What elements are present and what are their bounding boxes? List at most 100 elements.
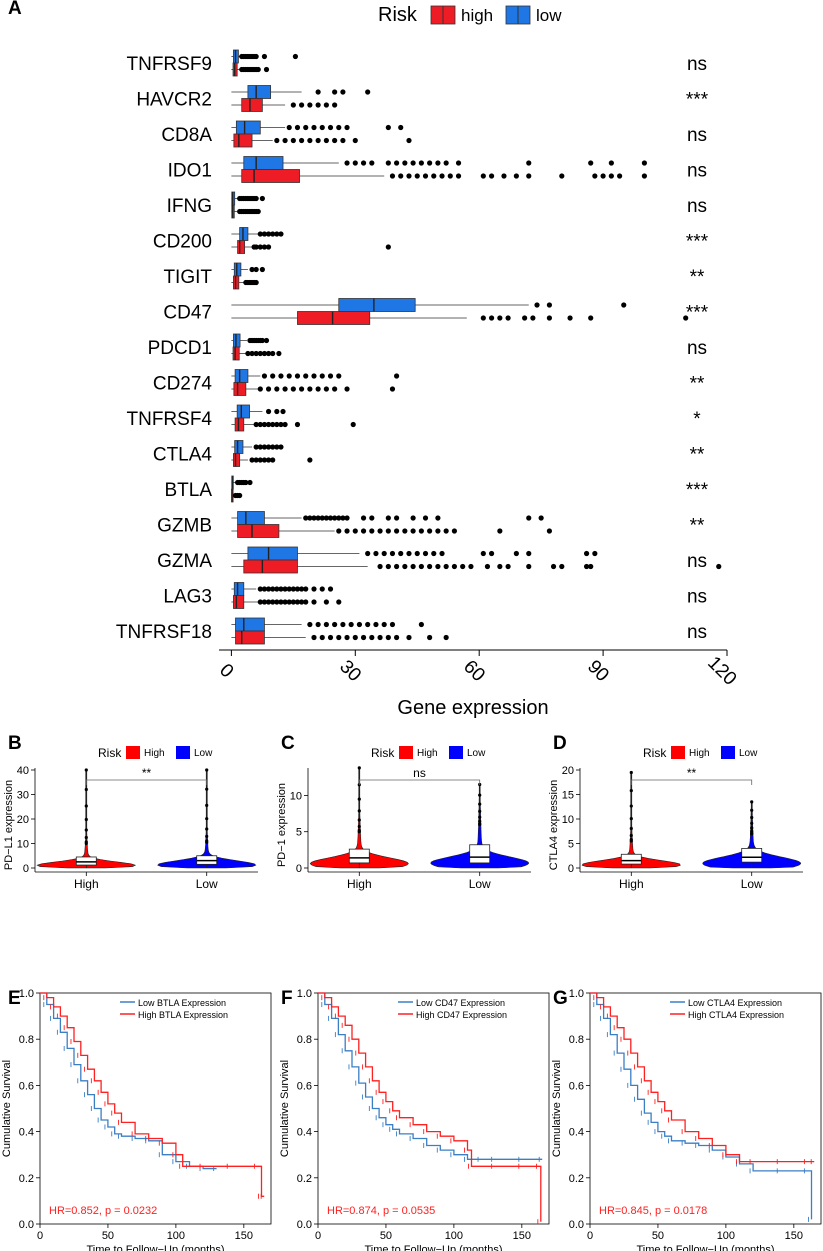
outlier-point bbox=[294, 373, 301, 379]
y-tick-label: 0.2 bbox=[297, 1173, 312, 1185]
box bbox=[235, 617, 265, 632]
x-tick-label: 0 bbox=[37, 1230, 43, 1242]
outlier-point bbox=[294, 124, 301, 131]
outlier-point bbox=[389, 550, 396, 557]
outlier-point bbox=[530, 315, 536, 321]
outlier-point bbox=[282, 421, 288, 428]
box bbox=[233, 262, 242, 277]
outlier-point bbox=[583, 550, 590, 557]
y-tick-label: 30 bbox=[17, 790, 29, 802]
outlier-point bbox=[513, 173, 519, 179]
x-tick-label: 150 bbox=[513, 1230, 531, 1242]
significance-label: ns bbox=[687, 54, 707, 75]
outlier-point bbox=[365, 550, 371, 557]
y-axis-title: Cumulative Survival bbox=[551, 1060, 563, 1157]
violin-outlier bbox=[357, 797, 361, 801]
x-tick-label: Low bbox=[469, 877, 491, 891]
outlier-point bbox=[344, 124, 350, 131]
violin-box bbox=[741, 848, 763, 863]
outlier-point bbox=[323, 386, 329, 392]
y-tick-label: 0.4 bbox=[19, 1127, 34, 1139]
violin-outlier bbox=[357, 818, 361, 822]
outlier-point bbox=[435, 160, 441, 166]
significance-bracket bbox=[85, 779, 208, 785]
outlier-point bbox=[373, 550, 379, 557]
outlier-point bbox=[340, 515, 346, 521]
outlier-point bbox=[617, 173, 623, 179]
legend-label-low: Low bbox=[739, 748, 758, 759]
x-tick-label: Low bbox=[196, 877, 218, 891]
outlier-point bbox=[398, 550, 404, 557]
violin-outlier bbox=[205, 803, 209, 808]
legend-label-low: Low BTLA Expression bbox=[138, 998, 226, 1008]
outlier-point bbox=[263, 66, 270, 73]
box-low bbox=[231, 262, 265, 277]
outlier-point bbox=[497, 315, 503, 321]
outlier-point bbox=[315, 137, 321, 144]
km-series-high bbox=[590, 992, 815, 1165]
legend-swatch-high bbox=[126, 746, 140, 759]
violin-outlier bbox=[205, 827, 209, 831]
outlier-point bbox=[488, 315, 495, 321]
outlier-point bbox=[352, 160, 358, 166]
significance-label: ns bbox=[687, 196, 707, 217]
outlier-point bbox=[550, 563, 557, 570]
gene-label: CD274 bbox=[153, 374, 213, 395]
outlier-point bbox=[546, 302, 553, 308]
legend-title: Risk bbox=[643, 746, 667, 760]
gene-label: CD200 bbox=[153, 232, 212, 253]
box bbox=[247, 546, 298, 561]
outlier-point bbox=[344, 160, 350, 166]
gene-label: CD8A bbox=[161, 125, 212, 146]
outlier-point bbox=[265, 444, 272, 450]
box-low bbox=[231, 85, 371, 99]
outlier-point bbox=[265, 457, 272, 463]
outlier-point bbox=[270, 421, 276, 428]
outlier-point bbox=[332, 386, 338, 392]
outlier-point bbox=[435, 528, 441, 534]
box-low bbox=[231, 511, 544, 525]
outlier-point bbox=[286, 373, 292, 379]
box bbox=[338, 298, 416, 312]
outlier-point bbox=[294, 599, 301, 605]
outlier-point bbox=[406, 550, 412, 557]
outlier-point bbox=[497, 528, 503, 534]
violin-outlier bbox=[357, 766, 361, 770]
y-tick-label: 0.4 bbox=[569, 1127, 584, 1139]
y-tick-label: 5 bbox=[296, 827, 302, 839]
box-low bbox=[231, 156, 647, 170]
outlier-point bbox=[393, 373, 400, 379]
x-tick-label: High bbox=[347, 877, 372, 891]
outlier-point bbox=[315, 102, 321, 108]
outlier-point bbox=[303, 124, 309, 131]
outlier-point bbox=[257, 421, 263, 428]
violin-outlier bbox=[478, 809, 482, 814]
outlier-point bbox=[360, 528, 367, 534]
outlier-point bbox=[323, 621, 329, 628]
outlier-point bbox=[270, 444, 276, 450]
outlier-point bbox=[259, 337, 265, 344]
outlier-point bbox=[336, 124, 342, 131]
outlier-point bbox=[583, 563, 590, 570]
outlier-point bbox=[422, 550, 429, 557]
outlier-point bbox=[393, 515, 400, 521]
x-tick-label: 150 bbox=[235, 1230, 253, 1242]
y-tick-label: 40 bbox=[17, 765, 29, 777]
violin-outlier bbox=[478, 793, 482, 797]
y-tick-label: 0.2 bbox=[19, 1173, 34, 1185]
x-axis-title: Time to Follow−Up (months) bbox=[364, 1244, 502, 1251]
outlier-point bbox=[257, 599, 263, 605]
violin-outlier bbox=[750, 800, 754, 804]
y-tick-label: 0.6 bbox=[569, 1080, 584, 1092]
legend-title: Risk bbox=[378, 4, 418, 26]
outlier-point bbox=[307, 457, 313, 463]
outlier-point bbox=[546, 315, 553, 321]
legend-label-high: high bbox=[461, 6, 493, 25]
outlier-point bbox=[393, 634, 400, 641]
outlier-point bbox=[249, 457, 255, 463]
violin-outlier bbox=[478, 815, 482, 819]
outlier-point bbox=[315, 89, 321, 95]
km-panel-g: 0.0 0.2 0.4 0.6 0.8 1.0 0 50 100 150 Time to Follo… bbox=[551, 988, 822, 1251]
outlier-point bbox=[249, 350, 255, 357]
